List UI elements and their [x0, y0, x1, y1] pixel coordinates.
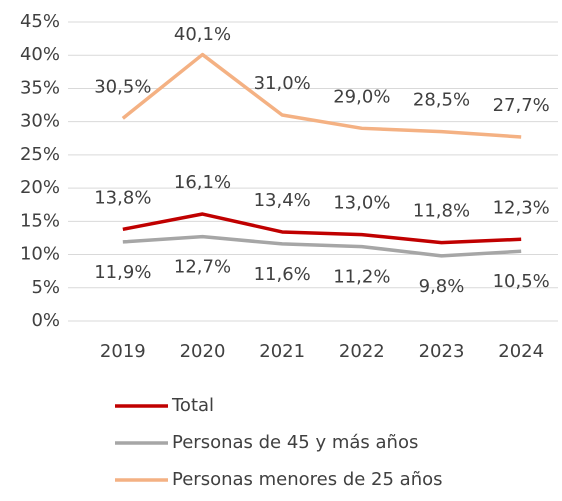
- data-label: 13,0%: [333, 193, 390, 214]
- data-label: 10,5%: [493, 271, 550, 292]
- data-label: 30,5%: [94, 76, 151, 97]
- data-label: 13,4%: [254, 190, 311, 211]
- legend-label: Total: [171, 395, 214, 416]
- data-label: 28,5%: [413, 90, 470, 111]
- x-tick-label: 2023: [419, 341, 465, 362]
- data-label: 27,7%: [493, 95, 550, 116]
- y-tick-label: 5%: [31, 277, 60, 298]
- y-tick-label: 30%: [20, 111, 60, 132]
- data-label: 9,8%: [419, 276, 465, 297]
- series-line: [122, 234, 522, 258]
- data-label: 11,6%: [254, 264, 311, 285]
- data-label: 31,0%: [254, 73, 311, 94]
- legend-label: Personas menores de 25 años: [172, 469, 443, 490]
- data-label: 29,0%: [333, 86, 390, 107]
- y-tick-label: 0%: [31, 310, 60, 331]
- series-line: [121, 52, 522, 139]
- y-tick-label: 40%: [20, 44, 60, 65]
- y-tick-label: 20%: [20, 177, 60, 198]
- data-label: 12,7%: [174, 257, 231, 278]
- data-label: 13,8%: [94, 187, 151, 208]
- series-line: [122, 212, 522, 245]
- y-tick-label: 45%: [20, 11, 60, 32]
- y-tick-label: 10%: [20, 244, 60, 265]
- y-tick-label: 25%: [20, 144, 60, 165]
- data-label: 11,8%: [413, 201, 470, 222]
- x-tick-label: 2022: [339, 341, 385, 362]
- x-tick-label: 2019: [100, 341, 146, 362]
- y-tick-label: 35%: [20, 77, 60, 98]
- data-label: 16,1%: [174, 172, 231, 193]
- data-label: 11,9%: [94, 262, 151, 283]
- data-label: 40,1%: [174, 24, 231, 45]
- data-label: 12,3%: [493, 197, 550, 218]
- y-tick-label: 15%: [20, 210, 60, 231]
- data-label: 11,2%: [333, 267, 390, 288]
- x-tick-label: 2024: [498, 341, 544, 362]
- legend-label: Personas de 45 y más años: [172, 432, 418, 453]
- x-tick-label: 2020: [180, 341, 226, 362]
- x-tick-label: 2021: [259, 341, 305, 362]
